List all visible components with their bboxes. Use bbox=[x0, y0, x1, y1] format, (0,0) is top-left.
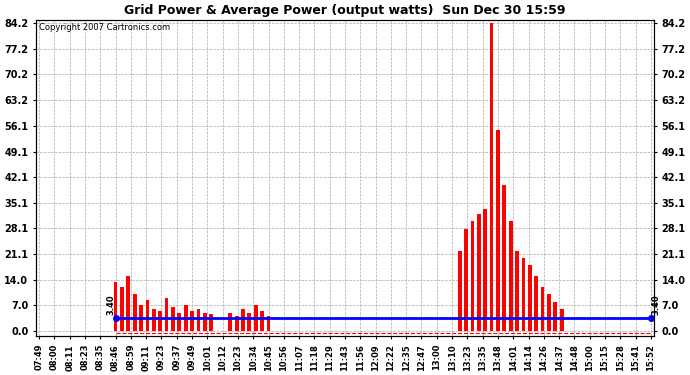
Bar bbox=[146, 300, 149, 331]
Bar bbox=[477, 214, 481, 331]
Bar bbox=[534, 276, 538, 331]
Bar bbox=[266, 316, 270, 331]
Bar bbox=[541, 287, 544, 331]
Bar bbox=[553, 302, 558, 331]
Bar bbox=[528, 265, 532, 331]
Bar bbox=[184, 305, 188, 331]
Bar bbox=[515, 251, 519, 331]
Bar bbox=[209, 314, 213, 331]
Bar bbox=[158, 311, 162, 331]
Bar bbox=[483, 209, 487, 331]
Text: 3.40: 3.40 bbox=[106, 294, 115, 315]
Bar bbox=[203, 313, 207, 331]
Bar bbox=[171, 307, 175, 331]
Bar bbox=[260, 311, 264, 331]
Bar bbox=[139, 305, 143, 331]
Bar bbox=[126, 276, 130, 331]
Bar bbox=[120, 287, 124, 331]
Text: Copyright 2007 Cartronics.com: Copyright 2007 Cartronics.com bbox=[39, 23, 170, 32]
Text: 3.40: 3.40 bbox=[651, 294, 660, 315]
Bar bbox=[228, 313, 233, 331]
Bar bbox=[241, 309, 245, 331]
Bar bbox=[235, 316, 239, 331]
Bar bbox=[502, 185, 506, 331]
Bar bbox=[114, 282, 117, 331]
Bar bbox=[471, 221, 474, 331]
Bar bbox=[165, 298, 168, 331]
Bar bbox=[152, 309, 156, 331]
Bar bbox=[464, 229, 468, 331]
Bar bbox=[197, 309, 200, 331]
Bar bbox=[547, 294, 551, 331]
Bar bbox=[177, 313, 181, 331]
Bar bbox=[457, 251, 462, 331]
Bar bbox=[254, 305, 257, 331]
Bar bbox=[490, 23, 493, 331]
Bar bbox=[190, 311, 194, 331]
Bar bbox=[560, 309, 564, 331]
Bar bbox=[509, 221, 513, 331]
Bar bbox=[248, 313, 251, 331]
Title: Grid Power & Average Power (output watts)  Sun Dec 30 15:59: Grid Power & Average Power (output watts… bbox=[124, 4, 566, 17]
Bar bbox=[522, 258, 525, 331]
Bar bbox=[496, 130, 500, 331]
Bar bbox=[132, 294, 137, 331]
